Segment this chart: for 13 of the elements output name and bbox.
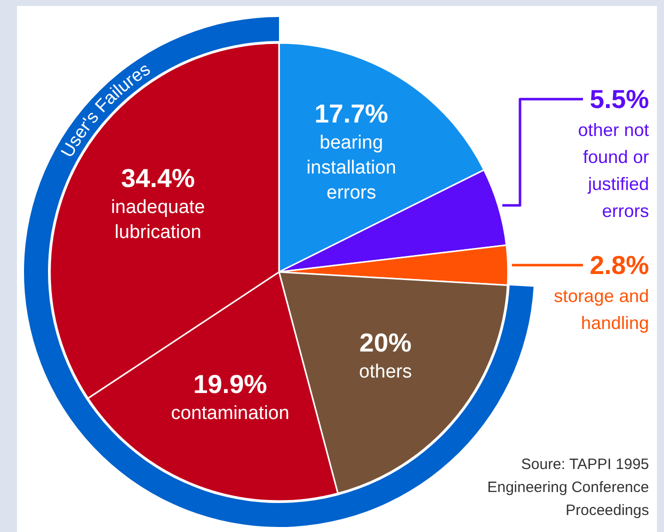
slice-label: contamination xyxy=(171,402,290,424)
data-label: 5.5% xyxy=(590,84,649,114)
slice-label: inadequate lubrication xyxy=(110,196,206,243)
data-label: 34.4% xyxy=(121,162,195,193)
data-label: 19.9% xyxy=(193,368,268,399)
data-label: 20% xyxy=(359,327,412,358)
slice-label: others xyxy=(359,361,412,382)
text: Soure: TAPPI 1995 Engineering Conference Proceedings xyxy=(486,455,649,521)
slice-label: storage and handling xyxy=(554,286,649,334)
data-label: 17.7% xyxy=(314,98,388,129)
slice-label: bearing installation errors xyxy=(306,132,396,204)
data-label: 2.8% xyxy=(590,250,649,280)
slice-label: other not found or justified errors xyxy=(578,120,649,222)
